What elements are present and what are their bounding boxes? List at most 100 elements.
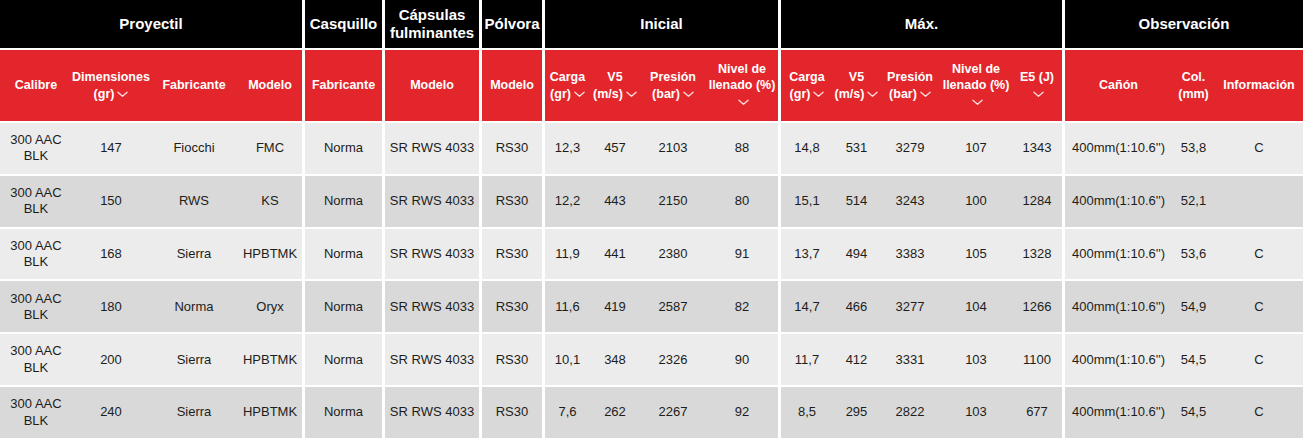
cell-fabricante-proyectil: Sierra (150, 334, 238, 385)
cell-value: 514 (846, 193, 868, 209)
cell-calibre: 300 AAC BLK (0, 334, 72, 385)
cell-value: 466 (846, 299, 868, 315)
column-header-presion-bar-max[interactable]: Presión (bar) (880, 50, 940, 121)
chevron-down-icon[interactable] (813, 91, 824, 98)
cell-value: 2267 (659, 404, 688, 420)
cell-carga-gr-max: 14,8 (781, 123, 833, 174)
cell-value: 300 AAC BLK (2, 185, 70, 218)
cell-value: C (1254, 299, 1263, 315)
cell-value: 8,5 (798, 404, 816, 420)
cell-value: 82 (735, 299, 749, 315)
column-header-nivel-llenado-max[interactable]: Nivel de llenado (%) (940, 50, 1012, 121)
column-header-canon: Cañón (1065, 50, 1172, 121)
cell-value: 12,3 (555, 140, 580, 156)
cell-modelo-capsulas: SR RWS 4033 (385, 176, 482, 227)
column-header-nivel-llenado-inicial[interactable]: Nivel de llenado (%) (706, 50, 781, 121)
cell-canon: 400mm(1:10.6'') (1065, 334, 1172, 385)
cell-presion-bar-inicial: 2326 (640, 334, 706, 385)
cell-canon: 400mm(1:10.6'') (1065, 229, 1172, 280)
cell-value: RS30 (496, 352, 529, 368)
cell-presion-bar-max: 3331 (880, 334, 940, 385)
cell-presion-bar-max: 3383 (880, 229, 940, 280)
cell-modelo-polvora: RS30 (482, 281, 545, 332)
column-header-modelo-capsulas: Modelo (385, 50, 482, 121)
cell-nivel-llenado-inicial: 92 (706, 387, 781, 438)
cell-v5-ms-max: 531 (833, 123, 880, 174)
cell-value: 10,1 (555, 352, 580, 368)
chevron-down-icon[interactable] (117, 91, 128, 98)
cell-v5-ms-inicial: 441 (590, 229, 640, 280)
cell-value: 11,7 (795, 352, 819, 368)
column-header-label: V5 (m/s) (591, 69, 639, 102)
column-header-presion-bar-inicial[interactable]: Presión (bar) (640, 50, 706, 121)
group-header-label: Máx. (905, 15, 938, 33)
cell-value: Sierra (177, 246, 212, 262)
cell-value: 457 (604, 140, 626, 156)
cell-fabricante-proyectil: Fiocchi (150, 123, 238, 174)
table-row: 300 AAC BLK150RWSKSNormaSR RWS 4033RS301… (0, 176, 1303, 227)
column-header-label: Carga (gr) (546, 69, 589, 102)
cell-value: 3243 (896, 193, 925, 209)
cell-v5-ms-max: 295 (833, 387, 880, 438)
chevron-down-icon[interactable] (1033, 91, 1044, 98)
chevron-down-icon[interactable] (867, 91, 878, 98)
cell-calibre: 300 AAC BLK (0, 281, 72, 332)
column-header-label: Nivel de llenado (%) (707, 61, 777, 110)
cell-value: 7,6 (558, 404, 576, 420)
group-header-proyectil: Proyectil (0, 0, 305, 48)
column-header-text: Fabricante (162, 78, 225, 92)
cell-value: C (1254, 404, 1263, 420)
cell-value: 1328 (1023, 246, 1052, 262)
cell-modelo-polvora: RS30 (482, 123, 545, 174)
cell-value: 105 (965, 246, 987, 262)
cell-value: 14,8 (794, 140, 819, 156)
cell-fabricante-casquillo: Norma (305, 387, 385, 438)
cell-value: 15,1 (794, 193, 819, 209)
column-header-dimensiones-gr[interactable]: Dimensiones (gr) (72, 50, 150, 121)
column-header-e5-j[interactable]: E5 (J) (1012, 50, 1065, 121)
chevron-down-icon[interactable] (683, 91, 694, 98)
cell-value: SR RWS 4033 (390, 246, 474, 262)
cell-modelo-proyectil: HPBTMK (238, 229, 305, 280)
column-header-carga-gr-inicial[interactable]: Carga (gr) (545, 50, 590, 121)
column-header-v5-ms-inicial[interactable]: V5 (m/s) (590, 50, 640, 121)
cell-e5-j: 1328 (1012, 229, 1065, 280)
cell-informacion: C (1215, 123, 1303, 174)
cell-fabricante-proyectil: Sierra (150, 387, 238, 438)
cell-nivel-llenado-inicial: 80 (706, 176, 781, 227)
cell-value: 90 (735, 352, 749, 368)
column-header-text: Dimensiones (gr) (72, 70, 150, 100)
cell-value: 300 AAC BLK (2, 238, 70, 271)
cell-fabricante-proyectil: Sierra (150, 229, 238, 280)
cell-carga-gr-max: 8,5 (781, 387, 833, 438)
cell-carga-gr-inicial: 11,6 (545, 281, 590, 332)
cell-value: 52,1 (1181, 193, 1206, 209)
column-header-fabricante-casquillo: Fabricante (305, 50, 385, 121)
cell-value: 2380 (659, 246, 688, 262)
cell-informacion: C (1215, 334, 1303, 385)
chevron-down-icon[interactable] (738, 99, 749, 106)
cell-value: 1266 (1023, 299, 1052, 315)
cell-carga-gr-inicial: 10,1 (545, 334, 590, 385)
column-header-v5-ms-max[interactable]: V5 (m/s) (833, 50, 880, 121)
column-header-carga-gr-max[interactable]: Carga (gr) (781, 50, 833, 121)
cell-modelo-proyectil: KS (238, 176, 305, 227)
cell-informacion: C (1215, 281, 1303, 332)
chevron-down-icon[interactable] (920, 91, 931, 98)
chevron-down-icon[interactable] (626, 91, 637, 98)
column-header-label: Col. (mm) (1173, 69, 1214, 102)
cell-value: RWS (179, 193, 209, 209)
cell-value: Norma (324, 404, 363, 420)
chevron-down-icon[interactable] (574, 91, 585, 98)
chevron-down-icon[interactable] (972, 99, 983, 106)
cell-value: Sierra (177, 404, 212, 420)
column-header-label: V5 (m/s) (834, 69, 879, 102)
cell-value: 1100 (1023, 352, 1051, 368)
column-header-label: Cañón (1099, 77, 1138, 93)
cell-carga-gr-inicial: 11,9 (545, 229, 590, 280)
cell-modelo-polvora: RS30 (482, 229, 545, 280)
column-header-text: V5 (m/s) (593, 70, 623, 100)
column-header-informacion: Información (1215, 50, 1303, 121)
cell-value: 412 (846, 352, 868, 368)
cell-e5-j: 1266 (1012, 281, 1065, 332)
